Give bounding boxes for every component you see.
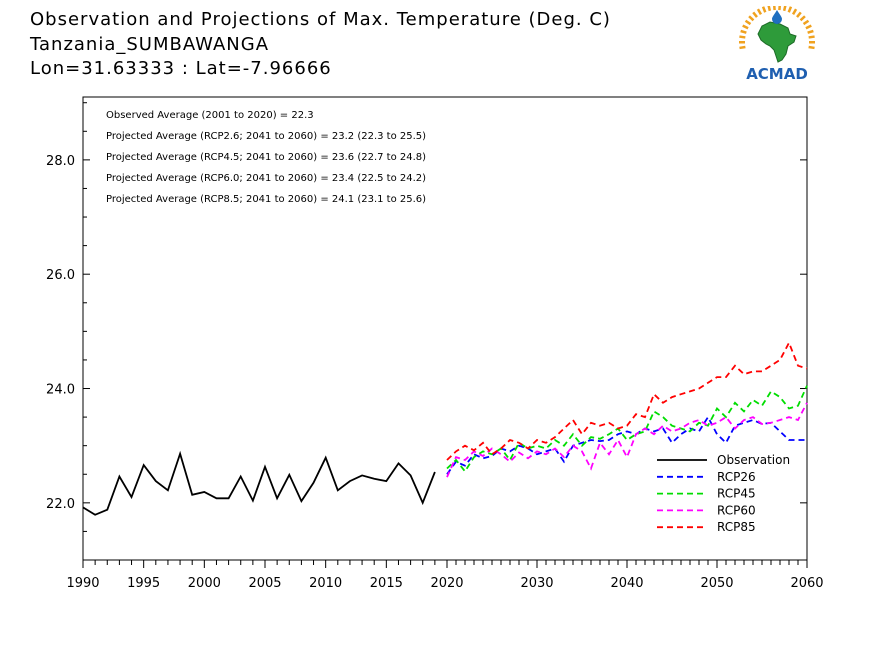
sun-ray xyxy=(807,29,814,34)
sun-ray xyxy=(739,35,746,39)
sun-ray xyxy=(767,4,772,12)
stats-line: Projected Average (RCP2.6; 2041 to 2060)… xyxy=(106,131,426,142)
x-tick-label: 2005 xyxy=(248,576,281,591)
sun-ray xyxy=(740,29,747,34)
sun-ray xyxy=(805,24,812,30)
sun-ray xyxy=(756,8,763,15)
legend-label-rcp60: RCP60 xyxy=(717,503,756,517)
station-name: Tanzania_SUMBAWANGA xyxy=(30,34,270,55)
stats-line: Projected Average (RCP8.5; 2041 to 2060)… xyxy=(106,194,426,205)
x-tick-label: 2015 xyxy=(370,576,403,591)
series-rcp26 xyxy=(446,415,807,475)
x-tick-label: 2000 xyxy=(188,576,221,591)
sun-ray xyxy=(802,19,810,26)
series-lines xyxy=(82,340,808,516)
legend-label-rcp26: RCP26 xyxy=(717,470,756,484)
sun-ray xyxy=(782,4,787,12)
stats-line: Projected Average (RCP6.0; 2041 to 2060)… xyxy=(106,173,426,184)
africa-shape xyxy=(757,21,797,63)
logo-text: ACMAD xyxy=(746,65,808,83)
y-tick-label: 24.0 xyxy=(46,383,75,398)
plot-frame xyxy=(82,96,808,561)
legend-label-observation: Observation xyxy=(717,453,790,467)
x-tick-label: 2060 xyxy=(790,576,823,591)
x-tick-label: 1990 xyxy=(66,576,99,591)
x-axis: 1990 1995 2000 2005 2010 2015 2020 2030 2040 2050… xyxy=(66,560,824,591)
series-rcp85 xyxy=(446,340,808,461)
chart-title: Observation and Projections of Max. Temp… xyxy=(30,9,611,30)
sun-ray xyxy=(796,11,802,18)
sun-ray xyxy=(748,15,755,22)
legend-label-rcp85: RCP85 xyxy=(717,520,756,534)
sun-ray xyxy=(808,35,815,39)
x-tick-label: 2050 xyxy=(700,576,733,591)
stats-line: Observed Average (2001 to 2020) = 22.3 xyxy=(106,110,314,121)
sun-ray xyxy=(791,8,798,15)
x-tick-label: 2030 xyxy=(520,576,553,591)
y-tick-label: 22.0 xyxy=(46,497,75,512)
station-coordinates: Lon=31.63333 : Lat=-7.96666 xyxy=(30,58,332,79)
sun-ray xyxy=(761,6,767,13)
water-drop-icon xyxy=(772,10,782,24)
series-rcp60 xyxy=(446,402,808,478)
y-tick-label: 28.0 xyxy=(46,154,75,169)
series-observation xyxy=(82,450,436,516)
legend-label-rcp45: RCP45 xyxy=(717,487,756,501)
stats-box: Observed Average (2001 to 2020) = 22.3 Pr… xyxy=(106,110,426,205)
x-tick-label: 1995 xyxy=(127,576,160,591)
acmad-logo: ACMAD xyxy=(736,4,818,84)
y-tick-label: 26.0 xyxy=(46,268,75,283)
africa-map-sun-logo-icon: ACMAD xyxy=(738,4,816,83)
stats-line: Projected Average (RCP4.5; 2041 to 2060)… xyxy=(106,152,426,163)
y-axis: 22.0 24.0 26.0 28.0 xyxy=(46,102,807,532)
sun-ray xyxy=(787,6,793,13)
sun-ray xyxy=(808,45,815,50)
sun-ray xyxy=(744,19,752,26)
x-tick-label: 2010 xyxy=(309,576,342,591)
sun-rays-icon xyxy=(738,4,816,50)
sun-ray xyxy=(799,15,806,22)
series-rcp45 xyxy=(446,385,808,473)
sun-ray xyxy=(739,45,746,50)
x-tick-label: 2040 xyxy=(610,576,643,591)
sun-ray xyxy=(752,11,758,18)
legend: Observation RCP26 RCP45 RCP60 RCP85 xyxy=(657,453,790,534)
sun-ray xyxy=(742,24,749,30)
x-tick-label: 2020 xyxy=(430,576,463,591)
